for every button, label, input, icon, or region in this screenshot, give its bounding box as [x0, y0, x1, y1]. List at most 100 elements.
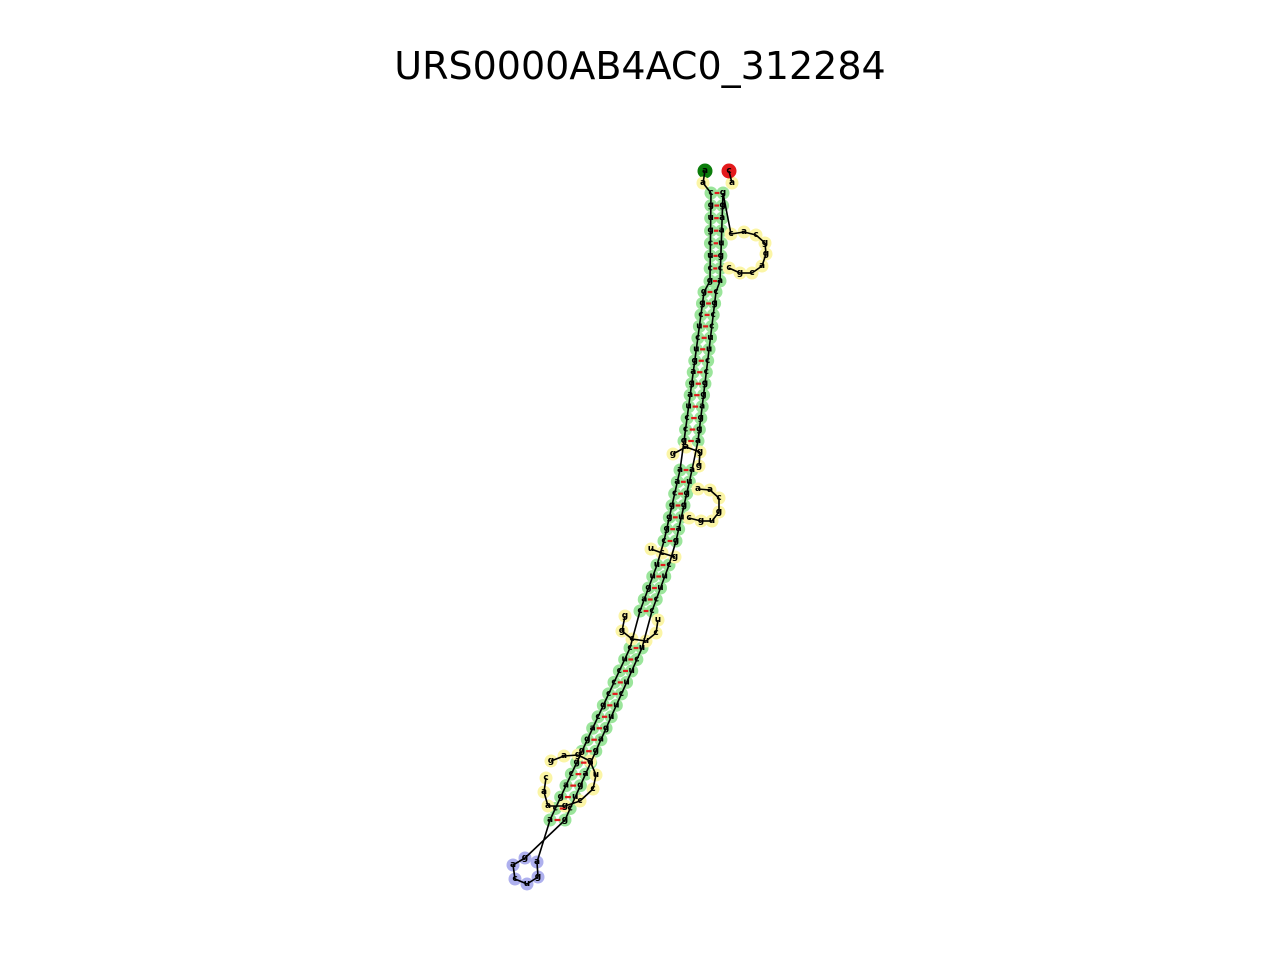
nucleotide-label: a: [695, 484, 701, 494]
backbone-link: [708, 337, 712, 350]
backbone-link: [764, 242, 767, 255]
nucleotide-label: a: [541, 787, 547, 797]
backbone-link: [693, 349, 698, 361]
backbone-link: [595, 739, 602, 752]
nucleotide-label: c: [577, 796, 582, 806]
backbone-link: [668, 540, 677, 566]
nucleotide-label: g: [548, 756, 554, 766]
nucleotide-label: g: [697, 447, 703, 457]
nucleotide-label: c: [698, 310, 703, 320]
nucleotide-label: g: [688, 379, 694, 389]
backbone: [512, 170, 767, 885]
nucleotide-label: g: [557, 792, 563, 802]
backbone-link: [579, 788, 594, 802]
backbone-link: [550, 755, 565, 762]
backbone-link: [650, 548, 663, 554]
nucleotide-label: c: [686, 513, 691, 523]
nucleotide-label: g: [762, 238, 768, 248]
nucleotide-label: u: [524, 879, 530, 889]
backbone-link: [613, 670, 621, 683]
nucleotide-label: c: [753, 230, 758, 240]
nucleotide-label: a: [719, 213, 725, 223]
backbone-link: [688, 469, 693, 483]
nucleotide-label: g: [522, 853, 528, 863]
backbone-link: [620, 682, 628, 695]
nucleotide-label: a: [729, 178, 735, 188]
nucleotide-label: u: [708, 213, 714, 223]
backbone-link: [597, 704, 605, 718]
backbone-link: [672, 446, 687, 455]
nucleotide-label: u: [593, 770, 599, 780]
nucleotide-label: a: [547, 815, 553, 825]
nucleotide-label: c: [704, 367, 709, 377]
backbone-link: [625, 670, 633, 683]
backbone-link: [695, 337, 699, 350]
nucleotide-label: c: [654, 595, 659, 605]
nucleotide-label: a: [690, 367, 696, 377]
nucleotide-label: g: [699, 298, 705, 308]
backbone-link: [686, 406, 690, 419]
nucleotide-label: a: [534, 857, 540, 867]
nucleotide-label: u: [718, 238, 724, 248]
nucleotide-label: g: [593, 746, 599, 756]
nucleotide-label: c: [569, 769, 574, 779]
nucleotide-label: g: [763, 249, 769, 259]
nucleotide-label: g: [584, 735, 590, 745]
nucleotide-label: c: [553, 804, 558, 814]
nucleotide-label: g: [575, 750, 581, 760]
nucleotide-label: g: [672, 552, 678, 562]
nucleotide-label: g: [711, 298, 717, 308]
backbone-link: [592, 774, 597, 790]
nucleotide-label: g: [708, 201, 714, 211]
nucleotide-label: c: [619, 689, 624, 699]
nucleotide-label: a: [582, 769, 588, 779]
nucleotide-label: u: [655, 615, 661, 625]
nucleotide-label: u: [639, 643, 645, 653]
backbone-link: [701, 395, 705, 407]
nucleotide-label: g: [535, 872, 541, 882]
nucleotide-label: u: [706, 344, 712, 354]
nucleotide-label: a: [545, 801, 551, 811]
backbone-link: [663, 564, 670, 577]
nucleotide-label: c: [705, 356, 710, 366]
nucleotide-label: g: [716, 507, 722, 517]
backbone-link: [704, 372, 708, 384]
nucleotide-label: g: [577, 781, 583, 791]
base-pairs: [554, 191, 720, 822]
nucleotide-label: c: [708, 238, 713, 248]
nucleotide-label: g: [681, 436, 687, 446]
backbone-link: [680, 505, 685, 518]
backbone-link: [651, 599, 658, 612]
nucleotide-label: c: [629, 634, 634, 644]
backbone-link: [575, 750, 583, 764]
backbone-link: [683, 429, 687, 442]
backbone-link: [605, 716, 612, 729]
nucleotide-label: g: [645, 583, 651, 593]
nucleotide-label: g: [707, 276, 713, 286]
backbone-link: [702, 182, 712, 194]
nucleotide-label: g: [670, 449, 676, 459]
backbone-link: [675, 528, 680, 542]
nucleotide-label: u: [648, 544, 654, 554]
backbone-link: [589, 760, 597, 776]
nucleotide-label: a: [677, 465, 683, 475]
nucleotide-label: g: [603, 723, 609, 733]
nucleotide-label: a: [510, 860, 516, 870]
backbone-link: [602, 693, 610, 706]
backbone-link: [623, 647, 631, 660]
backbone-link: [631, 638, 647, 642]
nucleotide-label: c: [611, 677, 616, 687]
nucleotide-label: a: [561, 751, 567, 761]
nucleotide-label: a: [717, 276, 723, 286]
nucleotide-label: c: [708, 188, 713, 198]
backbone-link: [559, 785, 567, 798]
backbone-link: [577, 754, 591, 762]
nucleotide-label: g: [700, 390, 706, 400]
nucleotide-label: u: [650, 572, 656, 582]
backbone-link: [712, 303, 716, 316]
backbone-link: [697, 488, 711, 491]
nucleotide-label: a: [588, 758, 594, 768]
nucleotide-label: a: [719, 226, 725, 236]
backbone-link: [761, 253, 767, 267]
